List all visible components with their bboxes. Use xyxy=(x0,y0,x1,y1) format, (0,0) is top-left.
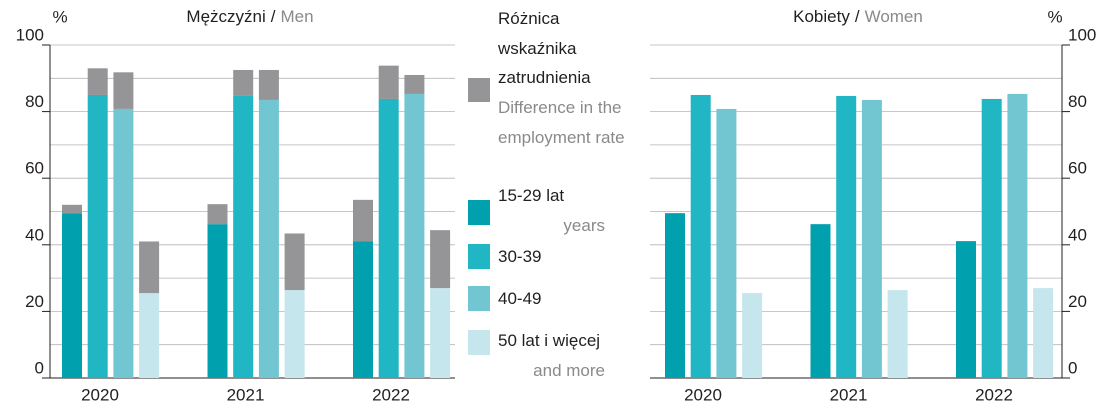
y-tick-label: 60 xyxy=(1068,159,1087,178)
difference-bar xyxy=(207,204,228,225)
x-tick-label: 2020 xyxy=(684,385,722,404)
y-tick-label: 20 xyxy=(25,292,44,311)
difference-bar xyxy=(404,74,425,94)
bar xyxy=(430,288,451,378)
difference-bar xyxy=(87,68,108,95)
x-tick-label: 2022 xyxy=(975,385,1013,404)
bar xyxy=(207,224,228,378)
difference-bar xyxy=(284,233,305,291)
title-pl: Mężczyźni xyxy=(186,7,265,26)
panel-title: Mężczyźni / Men xyxy=(186,7,313,26)
bar xyxy=(404,93,425,379)
y-tick-label: 80 xyxy=(25,92,44,111)
bar xyxy=(887,290,908,378)
y-tick-label: 100 xyxy=(1068,25,1096,44)
bar xyxy=(810,224,831,378)
difference-bar xyxy=(62,204,82,214)
legend-swatch xyxy=(468,244,490,269)
y-tick-label: 0 xyxy=(1068,358,1077,377)
y-axis-unit: % xyxy=(1047,7,1062,26)
bar xyxy=(1007,93,1028,379)
bar xyxy=(1033,288,1054,378)
difference-bar xyxy=(378,65,399,99)
legend-swatch xyxy=(468,286,490,311)
bar xyxy=(233,95,254,378)
bar xyxy=(113,108,134,378)
bar xyxy=(258,99,279,378)
title-en: Women xyxy=(865,7,923,26)
bar xyxy=(665,213,685,378)
y-tick-label: 0 xyxy=(35,358,44,377)
bar xyxy=(690,94,711,378)
legend-swatch xyxy=(468,330,490,355)
x-tick-label: 2022 xyxy=(372,385,410,404)
legend-label: 30-39 xyxy=(498,247,542,266)
y-tick-label: 100 xyxy=(16,25,44,44)
y-tick-label: 20 xyxy=(1068,292,1087,311)
bar xyxy=(716,108,737,378)
bar xyxy=(87,94,108,378)
x-tick-label: 2021 xyxy=(830,385,868,404)
bar xyxy=(62,213,82,378)
title-sep: / xyxy=(855,7,860,26)
bar xyxy=(861,99,882,378)
legend-label: 15-29 lat xyxy=(498,186,565,205)
bar xyxy=(353,241,373,378)
legend-label: 50 lat i więcej xyxy=(498,331,601,350)
title-en: Men xyxy=(281,7,314,26)
difference-bar xyxy=(430,230,451,289)
legend-swatch xyxy=(468,78,490,102)
panel-title: Kobiety / Women xyxy=(793,7,923,26)
difference-bar xyxy=(233,69,254,96)
legend-label: 40-49 xyxy=(498,289,542,308)
bar xyxy=(284,290,305,378)
difference-bar xyxy=(113,72,134,109)
title-pl: Kobiety xyxy=(793,7,850,26)
difference-bar xyxy=(353,199,373,242)
legend-label-en: Difference in the employment rate xyxy=(498,98,625,147)
legend-label: Różnica wskaźnika zatrudnienia xyxy=(498,9,591,87)
legend-label-en: years xyxy=(563,215,605,235)
legend-swatch xyxy=(468,200,490,225)
y-tick-label: 60 xyxy=(25,159,44,178)
title-sep: / xyxy=(271,7,276,26)
difference-bar xyxy=(258,69,279,100)
bar xyxy=(836,95,857,378)
difference-bar xyxy=(139,241,160,294)
bar xyxy=(956,241,976,378)
x-tick-label: 2020 xyxy=(81,385,119,404)
bar xyxy=(981,98,1002,379)
bar xyxy=(139,293,160,378)
legend-label-en: and more xyxy=(533,360,605,380)
y-tick-label: 40 xyxy=(1068,225,1087,244)
x-tick-label: 2021 xyxy=(227,385,265,404)
y-tick-label: 80 xyxy=(1068,92,1087,111)
y-tick-label: 40 xyxy=(25,225,44,244)
y-axis-unit: % xyxy=(52,7,67,26)
bar xyxy=(378,98,399,379)
bar xyxy=(742,293,763,378)
